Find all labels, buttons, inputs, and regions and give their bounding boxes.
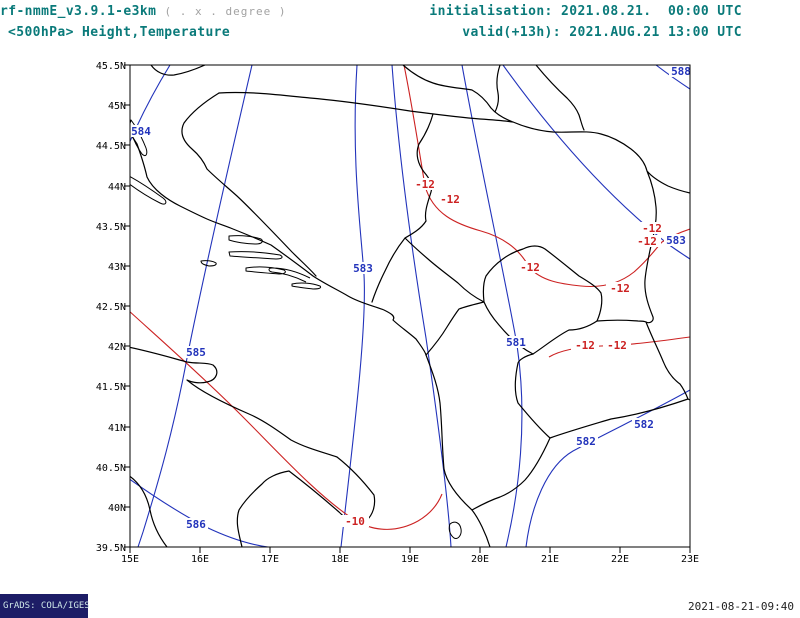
temp-label: -12 [415,178,435,191]
height-contour-line [130,65,171,143]
temp-label: -12 [610,282,630,295]
temp-contour-line [130,311,443,530]
label-halo [130,125,153,137]
height-contour-line [655,65,690,90]
generation-timestamp: 2021-08-21-09:40 [688,600,794,613]
lat-tick-label: 40.5N [96,463,126,474]
lon-tick-label: 17E [261,554,279,565]
lat-tick-label: 43N [108,262,126,273]
lat-tick-label: 40N [108,503,126,514]
plot-frame [129,64,691,548]
height-label: 583 [666,234,686,247]
lat-tick-label: 45.5N [96,61,126,72]
label-halo [664,234,688,246]
height-contour-line [502,65,690,260]
height-label: 583 [353,262,373,275]
label-halo [633,235,661,247]
height-label: 584 [131,125,151,138]
lon-tick-label: 18E [331,554,349,565]
height-contour-line [137,65,253,547]
lat-tick-label: 41.5N [96,382,126,393]
label-halo [436,193,464,205]
label-halo [574,435,598,447]
temp-label: -12 [607,339,627,352]
map-geography [130,65,690,547]
borders-north [150,65,690,324]
lon-tick-label: 15E [121,554,139,565]
temp-label: -12 [520,261,540,274]
axis-ticks [124,64,691,553]
height-label: 588 [671,65,691,78]
lat-tick-label: 43.5N [96,222,126,233]
adriatic-islands [130,119,462,539]
label-halo [184,518,208,530]
height-contour-line [340,65,365,547]
height-contour-line [525,389,690,547]
label-halo [632,418,656,430]
temp-label: -12 [575,339,595,352]
grads-credit-box: GrADS: COLA/IGES [0,594,90,618]
lat-tick-label: 42.5N [96,302,126,313]
label-halo [411,178,439,190]
grads-credit: GrADS: COLA/IGES [3,601,90,611]
height-contour-line [461,65,523,547]
height-label: 582 [576,435,596,448]
lon-tick-label: 22E [611,554,629,565]
model-name: rf-nmmE_v3.9.1-e3km [0,4,157,19]
height-label: 581 [506,336,526,349]
height-contours [130,65,690,547]
lon-tick-label: 23E [681,554,699,565]
coastline-italy [130,346,376,547]
lat-tick-label: 42N [108,342,126,353]
temp-contour-line [403,65,690,288]
lat-tick-label: 44.5N [96,141,126,152]
lon-tick-label: 16E [191,554,209,565]
label-halo [638,222,666,234]
lat-tick-label: 44N [108,182,126,193]
temp-label: -12 [642,222,662,235]
initialisation-time: initialisation: 2021.08.21. 00:00 UTC [429,4,742,19]
grid-note: ( . x . degree ) [164,5,287,18]
field-title: <500hPa> Height,Temperature [8,25,231,40]
temperature-contours [130,65,690,530]
contour-labels: 584 585 586 583 588 583 581 582 582 -12 … [130,65,691,531]
lon-tick-label: 19E [401,554,419,565]
height-contour-line [391,65,452,547]
borders-south [471,319,690,511]
lat-axis-labels: 45.5N 45N 44.5N 44N 43.5N 43N 42.5N 42N … [96,61,126,554]
coastline-adriatic-east [130,132,491,547]
temp-contour-line [548,336,690,358]
label-halo [516,261,544,273]
lat-tick-label: 41N [108,423,126,434]
lat-tick-label: 45N [108,101,126,112]
height-label: 586 [186,518,206,531]
lon-axis-labels: 15E 16E 17E 18E 19E 20E 21E 22E 23E [121,554,699,565]
temp-label: -12 [440,193,460,206]
temp-label: -12 [637,235,657,248]
lat-tick-label: 39.5N [96,543,126,554]
label-halo [603,339,631,351]
label-halo [351,262,375,274]
label-halo [504,336,528,348]
label-halo [606,282,634,294]
label-halo [341,515,369,527]
lon-tick-label: 20E [471,554,489,565]
borders-central [181,92,603,356]
lon-tick-label: 21E [541,554,559,565]
model-title: rf-nmmE_v3.9.1-e3km ( . x . degree ) [0,4,287,19]
valid-time: valid(+13h): 2021.AUG.21 13:00 UTC [462,25,742,40]
height-label: 585 [186,346,206,359]
height-label: 582 [634,418,654,431]
label-halo [669,65,690,77]
label-halo [184,346,208,358]
label-halo [571,339,599,351]
temp-label: -10 [345,515,365,528]
